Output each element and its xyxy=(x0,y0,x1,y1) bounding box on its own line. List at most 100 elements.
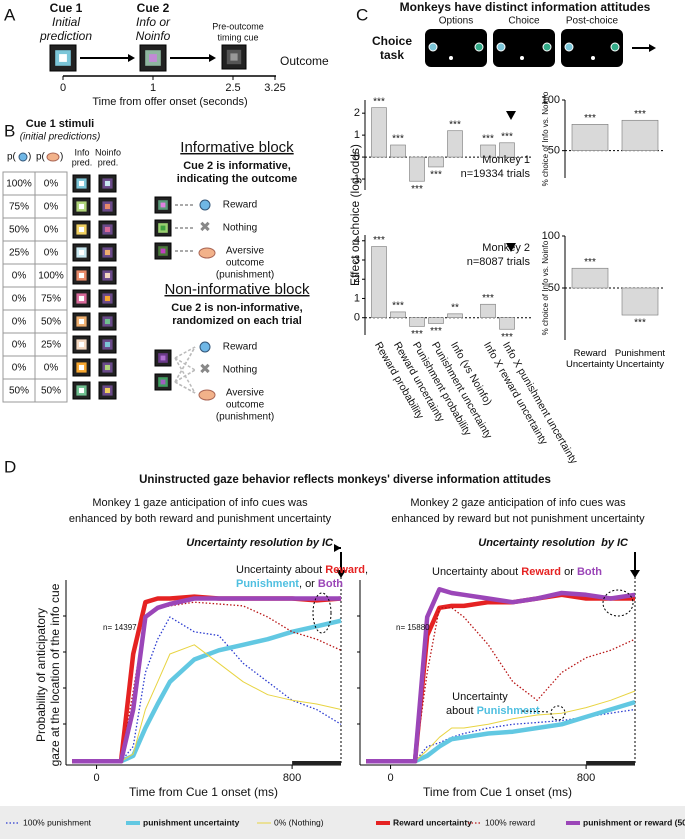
significance-label: *** xyxy=(501,332,513,343)
label: Cue 2 is informative, xyxy=(183,160,291,172)
label-part: Both xyxy=(318,578,343,590)
label: 100% xyxy=(38,271,64,282)
cue-image xyxy=(230,53,238,61)
significance-label: *** xyxy=(430,326,442,337)
arrow xyxy=(174,369,196,383)
bar xyxy=(571,124,609,151)
x-tick-label: 800 xyxy=(283,772,301,784)
label: 3.25 xyxy=(264,82,285,94)
air-puff-icon xyxy=(198,247,216,259)
gaze-line xyxy=(72,601,342,762)
label: n=8087 trials xyxy=(467,256,531,268)
y-tick-label: 100 xyxy=(542,230,560,242)
fixation-dot xyxy=(591,56,595,60)
label: Initial xyxy=(52,15,80,29)
label: Non-informative block xyxy=(164,281,310,298)
option-cue xyxy=(564,42,574,52)
significance-label: *** xyxy=(501,131,513,142)
legend-label: 100% reward xyxy=(485,817,535,827)
bar xyxy=(621,119,659,151)
arrowhead-marker xyxy=(506,111,516,120)
significance-label: *** xyxy=(634,109,646,120)
label: Aversive xyxy=(226,246,265,257)
significance-label: *** xyxy=(634,318,646,329)
gaze-line xyxy=(72,594,342,764)
label: Time from Cue 1 onset (ms) xyxy=(129,785,278,799)
gaze-line xyxy=(366,607,636,762)
label: (punishment) xyxy=(216,412,274,423)
label: outcome xyxy=(226,400,265,411)
label: Cue 1 stimuli xyxy=(26,118,94,130)
arrow-head xyxy=(209,54,216,62)
cue-image xyxy=(160,355,166,361)
cue-image xyxy=(104,203,111,210)
bar xyxy=(428,317,444,324)
cue-image xyxy=(104,341,111,348)
label: Punishment, or Both xyxy=(236,578,343,590)
label: gaze at the location of the info cue xyxy=(48,583,62,766)
label: Nothing xyxy=(223,365,257,376)
cue-image xyxy=(78,295,85,302)
gaze-line xyxy=(72,618,342,764)
label: Monkeys have distinct information attitu… xyxy=(400,0,651,14)
significance-label: *** xyxy=(392,134,404,145)
label: 50% xyxy=(9,386,29,397)
label: 50% xyxy=(41,386,61,397)
category-label-box: Punishment Uncertainty xyxy=(614,348,666,370)
bar xyxy=(409,156,425,182)
label: 0% xyxy=(12,363,27,374)
cue-image xyxy=(104,295,111,302)
option-cue xyxy=(428,42,438,52)
y-tick-label: 0 xyxy=(354,312,360,324)
significance-label: *** xyxy=(482,134,494,145)
outcome-period-bar xyxy=(586,761,635,765)
option-cue xyxy=(542,42,552,52)
label: Uninstructed gaze behavior reflects monk… xyxy=(139,474,551,486)
cue-image xyxy=(149,54,157,62)
bar xyxy=(480,144,496,158)
cue-image xyxy=(160,225,166,231)
label-part: Reward xyxy=(521,566,561,578)
label: 0% xyxy=(12,317,27,328)
gaze-line xyxy=(366,690,636,762)
category-label-box: Reward Uncertainty xyxy=(566,348,614,370)
x-tick-label: 0 xyxy=(387,772,393,784)
significance-label: ** xyxy=(451,302,459,313)
label: Post-choice xyxy=(566,16,619,27)
label: B xyxy=(4,121,15,140)
label: 0% xyxy=(44,248,59,259)
significance-label: *** xyxy=(482,293,494,304)
gaze-line xyxy=(366,699,636,764)
choice-screen xyxy=(561,29,623,67)
label: Time from Cue 1 onset (ms) xyxy=(423,785,572,799)
bar xyxy=(621,287,659,316)
cue-image xyxy=(160,202,166,208)
label: 1 xyxy=(150,82,156,94)
cue-image xyxy=(104,180,111,187)
label: Reward xyxy=(223,200,257,211)
label-part: Punishment xyxy=(236,578,299,590)
gaze-line xyxy=(72,644,342,762)
arrow-head xyxy=(649,44,656,52)
legend-label: 100% punishment xyxy=(23,817,92,827)
cue-image xyxy=(104,387,111,394)
label-part: Uncertainty about xyxy=(432,566,521,578)
label-part: Uncertainty about xyxy=(236,564,325,576)
significance-label: *** xyxy=(449,119,461,130)
arrow-head xyxy=(336,570,346,578)
nothing-icon: ✖ xyxy=(199,219,211,235)
bar xyxy=(371,107,387,158)
label: Uncertainty about Reward or Both xyxy=(432,566,602,578)
y-tick-label: 1 xyxy=(354,292,360,304)
category-label: Punishment Uncertainty xyxy=(614,348,666,370)
label: timing cue xyxy=(217,32,258,42)
gaze-line xyxy=(366,592,635,764)
label: Uncertainty resolution by IC xyxy=(186,537,334,549)
label: Uncertainty about Reward, xyxy=(236,564,368,576)
label: Effect on choice (log odds) xyxy=(348,144,362,286)
label: Monkey 2 xyxy=(482,242,530,254)
option-cue xyxy=(474,42,484,52)
label-part: about xyxy=(446,705,477,717)
y-tick-label: 2 xyxy=(354,107,360,119)
